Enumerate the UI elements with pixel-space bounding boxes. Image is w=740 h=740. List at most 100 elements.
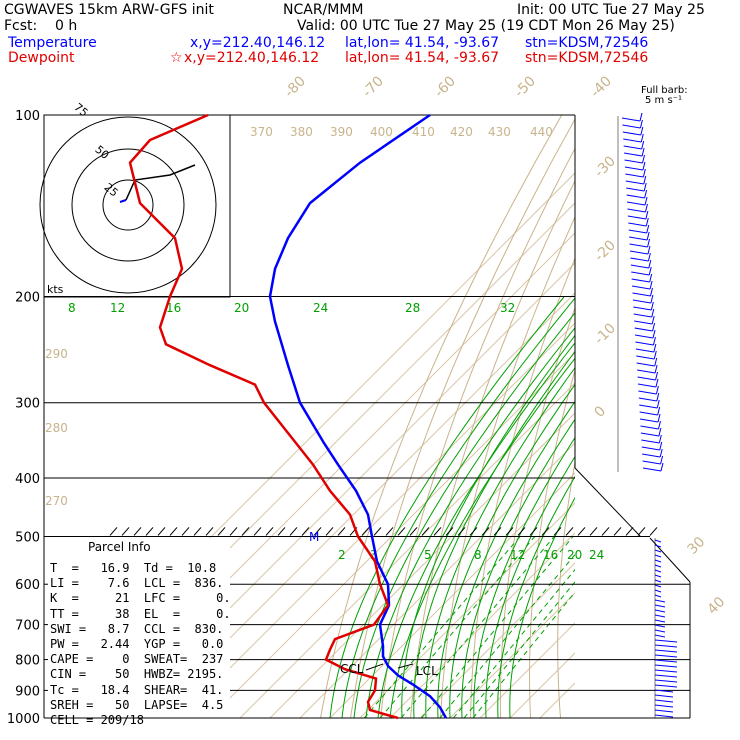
theta-label: 270 xyxy=(45,494,68,508)
wind-barb xyxy=(638,397,657,402)
hodograph-box xyxy=(43,114,231,298)
wind-barb-flag xyxy=(655,378,659,388)
pressure-tick-label: 400 xyxy=(15,472,40,487)
parcel-row: PW = 2.44 YGP = 0.0 xyxy=(50,637,224,651)
barb-label-2: 5 m s⁻¹ xyxy=(645,95,682,106)
wind-barb xyxy=(642,453,661,458)
isotherm-line xyxy=(239,382,575,718)
mixing-ratio-label: 8 xyxy=(68,301,76,315)
wind-barb xyxy=(654,629,666,633)
wind-barb xyxy=(654,614,666,618)
hatch-mark xyxy=(541,527,550,536)
wind-barb-flag xyxy=(647,252,651,262)
isotherm-line xyxy=(149,292,575,718)
hatch-mark xyxy=(229,527,238,536)
parcel-row: SREH = 50 LAPSE= 4.5 xyxy=(50,697,224,712)
wind-barb xyxy=(636,362,655,367)
wind-barb xyxy=(654,584,662,588)
wind-barb xyxy=(633,306,652,311)
dry-adiabat xyxy=(612,115,717,718)
theta-label: 280 xyxy=(45,421,68,435)
wind-barb xyxy=(622,124,641,129)
hodograph-trace xyxy=(125,164,196,201)
wind-barb-flag xyxy=(643,182,647,192)
wind-barb xyxy=(654,684,678,688)
wind-barb xyxy=(654,579,662,583)
hatch-mark xyxy=(181,527,190,536)
hatch-mark xyxy=(577,527,586,536)
temperature-stn: stn=KDSM,72546 xyxy=(525,35,649,51)
dry-adiabat xyxy=(734,115,740,718)
wind-barb xyxy=(654,569,662,573)
hodograph-ring xyxy=(39,116,217,294)
wind-barb xyxy=(637,376,656,381)
wind-barb xyxy=(636,355,655,360)
parcel-row: T = 16.9 Td = 10.8 xyxy=(50,561,217,575)
wind-barb xyxy=(641,446,660,451)
wind-barb xyxy=(654,674,678,678)
wind-barb xyxy=(622,131,641,136)
ccl-label: CCL xyxy=(340,662,364,676)
temperature-latlon: lat,lon= 41.54, -93.67 xyxy=(345,35,500,51)
wind-barb xyxy=(631,285,651,290)
hatch-mark xyxy=(553,527,562,536)
wind-barb-flag xyxy=(639,119,643,129)
parcel-row: TT = 38 EL = 0. xyxy=(50,606,231,621)
parcel-row: CELL = 209/18 xyxy=(50,713,144,727)
mixing-ratio-line xyxy=(472,591,575,718)
hatch-mark xyxy=(145,527,154,536)
wind-barb xyxy=(642,467,662,472)
wind-barb xyxy=(632,292,651,297)
pressure-tick-label: 1000 xyxy=(7,712,40,727)
hatch-mark xyxy=(217,527,226,536)
theta-label: 410 xyxy=(412,125,435,139)
hatch-mark xyxy=(517,527,526,536)
wind-barb xyxy=(640,432,659,437)
wind-barb xyxy=(635,348,654,353)
parcel-row: SWI = 8.7 CCL = 830. xyxy=(50,621,224,636)
isotherm-line xyxy=(179,322,575,718)
isotherm-line xyxy=(209,352,575,718)
isotherm-label: -20 xyxy=(592,237,619,264)
wind-barb-flag xyxy=(645,217,649,227)
mixing-ratio-label: 20 xyxy=(234,301,249,315)
wind-barb xyxy=(639,411,658,416)
wind-barb-flag xyxy=(644,203,648,213)
wind-barb xyxy=(654,559,662,563)
valid-label: Valid: 00 UTC Tue 27 May 25 (19 CDT Mon … xyxy=(297,18,675,34)
dry-adiabat xyxy=(663,115,740,718)
mixing-ratio-line xyxy=(400,536,555,718)
mixing-ratio-line xyxy=(379,536,536,718)
pressure-tick-label: 300 xyxy=(15,397,40,412)
hatch-mark xyxy=(109,527,118,536)
wind-barb xyxy=(626,194,645,199)
dewpoint-latlon: lat,lon= 41.54, -93.67 xyxy=(345,50,500,66)
theta-label: 370 xyxy=(250,125,273,139)
model-title: CGWAVES 15km ARW-GFS init xyxy=(4,2,214,18)
wind-barb xyxy=(626,187,645,192)
wind-barb xyxy=(623,138,642,143)
mixing-ratio-label: 3 xyxy=(370,548,378,562)
dry-adiabat xyxy=(380,147,575,718)
dry-adiabat xyxy=(637,115,732,718)
wind-barb xyxy=(654,634,666,638)
pressure-tick-label: 100 xyxy=(15,109,40,124)
dewpoint-loc: x,y=212.40,146.12 xyxy=(184,50,320,66)
dry-adiabat xyxy=(529,368,575,718)
wind-barb xyxy=(629,250,649,255)
theta-label: 440 xyxy=(530,125,553,139)
wind-barb xyxy=(628,229,647,234)
wind-barb xyxy=(654,604,666,608)
dewpoint-profile xyxy=(128,113,399,720)
wind-barb xyxy=(638,390,657,395)
wind-barb-flag xyxy=(650,294,654,304)
isotherm-label: -50 xyxy=(512,73,539,100)
fcst-label: Fcst: 0 h xyxy=(4,18,78,34)
wind-barb xyxy=(633,313,652,318)
hatch-mark xyxy=(193,527,202,536)
mixing-ratio-line xyxy=(453,568,575,718)
wind-barb-flag xyxy=(640,133,644,143)
wind-barb xyxy=(654,659,678,663)
wind-barb xyxy=(630,264,649,269)
hodograph-unit: kts xyxy=(47,283,64,296)
